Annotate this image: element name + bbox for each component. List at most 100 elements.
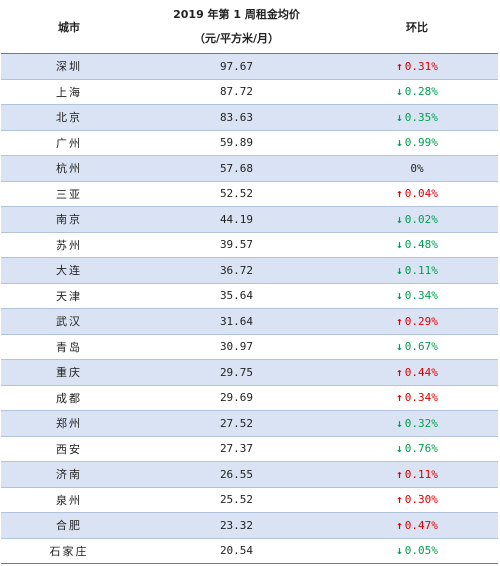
price-cell: 23.32 <box>137 512 336 539</box>
arrow-up-icon: ↑ <box>396 467 403 481</box>
change-value: 0.35% <box>404 110 438 124</box>
city-cell: 济南 <box>1 461 137 488</box>
change-cell: ↓ 0.05% <box>336 538 498 564</box>
price-cell: 29.69 <box>137 385 336 411</box>
city-cell: 成都 <box>1 385 137 411</box>
arrow-down-icon: ↓ <box>396 442 403 456</box>
price-cell: 31.64 <box>137 308 336 335</box>
arrow-up-icon: ↑ <box>396 314 403 328</box>
change-value: 0.76% <box>404 442 438 456</box>
change-cell: ↑ 0.11% <box>336 461 498 488</box>
change-value: 0% <box>410 161 424 175</box>
header-price: 2019 年第 1 周租金均价 （元/平方米/月） <box>137 1 336 54</box>
table-row: 重庆 29.75 ↑ 0.44% <box>1 359 498 386</box>
change-value: 0.04% <box>404 187 438 201</box>
change-value: 0.34% <box>404 289 438 303</box>
city-cell: 南京 <box>1 206 137 233</box>
change-cell: ↑ 0.04% <box>336 181 498 207</box>
arrow-up-icon: ↑ <box>396 365 403 379</box>
table-row: 杭州 57.68 0% <box>1 155 498 182</box>
change-cell: ↓ 0.99% <box>336 130 498 156</box>
table-row: 北京 83.63 ↓ 0.35% <box>1 104 498 131</box>
arrow-up-icon: ↑ <box>396 187 403 201</box>
change-cell: ↓ 0.11% <box>336 257 498 284</box>
table-row: 苏州 39.57 ↓ 0.48% <box>1 232 498 258</box>
city-cell: 石家庄 <box>1 538 137 564</box>
change-cell: ↑ 0.30% <box>336 487 498 513</box>
table-body: 深圳 97.67 ↑ 0.31% 上海 87.72 ↓ 0.28% 北京 83.63 ↓ 0.35% 广… <box>1 53 498 564</box>
change-cell: ↓ 0.32% <box>336 410 498 437</box>
table-row: 深圳 97.67 ↑ 0.31% <box>1 53 498 80</box>
change-cell: ↓ 0.28% <box>336 79 498 105</box>
header-price-unit: （元/平方米/月） <box>193 32 280 45</box>
price-cell: 39.57 <box>137 232 336 258</box>
city-cell: 西安 <box>1 436 137 462</box>
price-cell: 26.55 <box>137 461 336 488</box>
change-value: 0.67% <box>404 340 438 354</box>
price-cell: 44.19 <box>137 206 336 233</box>
price-cell: 97.67 <box>137 53 336 80</box>
change-cell: ↑ 0.31% <box>336 53 498 80</box>
city-cell: 重庆 <box>1 359 137 386</box>
change-cell: ↓ 0.67% <box>336 334 498 360</box>
change-value: 0.47% <box>404 518 438 532</box>
city-cell: 泉州 <box>1 487 137 513</box>
table-row: 合肥 23.32 ↑ 0.47% <box>1 512 498 539</box>
arrow-down-icon: ↓ <box>396 544 403 558</box>
city-cell: 郑州 <box>1 410 137 437</box>
city-cell: 大连 <box>1 257 137 284</box>
table-row: 三亚 52.52 ↑ 0.04% <box>1 181 498 207</box>
change-value: 0.11% <box>404 467 438 481</box>
table-row: 成都 29.69 ↑ 0.34% <box>1 385 498 411</box>
change-cell: ↑ 0.34% <box>336 385 498 411</box>
arrow-down-icon: ↓ <box>396 136 403 150</box>
price-cell: 59.89 <box>137 130 336 156</box>
change-cell: ↓ 0.02% <box>336 206 498 233</box>
change-value: 0.28% <box>404 85 438 99</box>
arrow-down-icon: ↓ <box>396 340 403 354</box>
change-cell: ↓ 0.48% <box>336 232 498 258</box>
city-cell: 苏州 <box>1 232 137 258</box>
change-value: 0.32% <box>404 416 438 430</box>
city-cell: 北京 <box>1 104 137 131</box>
arrow-up-icon: ↑ <box>396 493 403 507</box>
arrow-down-icon: ↓ <box>396 289 403 303</box>
table-row: 武汉 31.64 ↑ 0.29% <box>1 308 498 335</box>
price-cell: 87.72 <box>137 79 336 105</box>
city-cell: 武汉 <box>1 308 137 335</box>
price-cell: 27.52 <box>137 410 336 437</box>
city-cell: 上海 <box>1 79 137 105</box>
price-cell: 83.63 <box>137 104 336 131</box>
change-cell: ↑ 0.44% <box>336 359 498 386</box>
price-cell: 36.72 <box>137 257 336 284</box>
change-value: 0.11% <box>404 263 438 277</box>
city-cell: 广州 <box>1 130 137 156</box>
price-cell: 57.68 <box>137 155 336 182</box>
header-row: 城市 2019 年第 1 周租金均价 （元/平方米/月） 环比 <box>1 1 498 54</box>
arrow-down-icon: ↓ <box>396 110 403 124</box>
table-row: 济南 26.55 ↑ 0.11% <box>1 461 498 488</box>
city-cell: 天津 <box>1 283 137 309</box>
table-row: 大连 36.72 ↓ 0.11% <box>1 257 498 284</box>
change-cell: ↓ 0.35% <box>336 104 498 131</box>
change-value: 0.34% <box>404 391 438 405</box>
header-change-label: 环比 <box>406 21 428 34</box>
change-cell: ↓ 0.34% <box>336 283 498 309</box>
change-value: 0.31% <box>404 59 438 73</box>
city-cell: 杭州 <box>1 155 137 182</box>
header-city: 城市 <box>1 1 137 54</box>
price-cell: 27.37 <box>137 436 336 462</box>
arrow-up-icon: ↑ <box>396 391 403 405</box>
arrow-up-icon: ↑ <box>396 518 403 532</box>
header-price-title: 2019 年第 1 周租金均价 <box>173 8 300 21</box>
table-header: 城市 2019 年第 1 周租金均价 （元/平方米/月） 环比 <box>1 1 498 54</box>
city-cell: 合肥 <box>1 512 137 539</box>
table-row: 南京 44.19 ↓ 0.02% <box>1 206 498 233</box>
change-cell: ↑ 0.29% <box>336 308 498 335</box>
table-row: 广州 59.89 ↓ 0.99% <box>1 130 498 156</box>
table-row: 泉州 25.52 ↑ 0.30% <box>1 487 498 513</box>
change-value: 0.02% <box>404 212 438 226</box>
table-row: 青岛 30.97 ↓ 0.67% <box>1 334 498 360</box>
